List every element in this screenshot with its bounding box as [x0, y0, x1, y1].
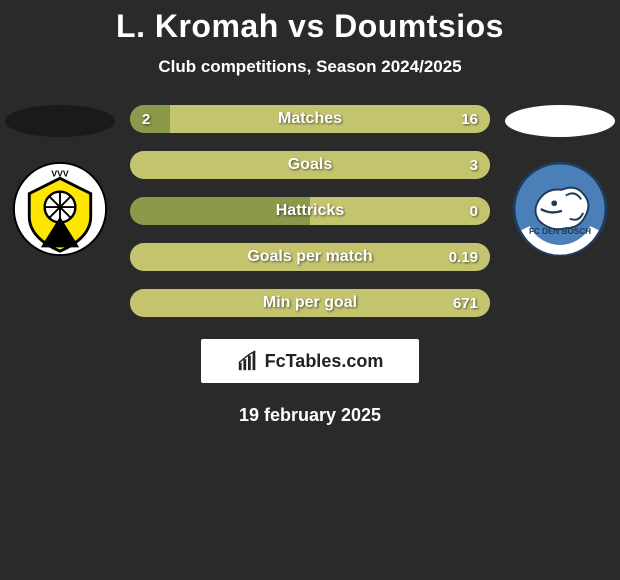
svg-text:FC DEN BOSCH: FC DEN BOSCH	[529, 227, 591, 236]
subtitle: Club competitions, Season 2024/2025	[0, 57, 620, 77]
player1-name: L. Kromah	[116, 8, 279, 44]
vs-label: vs	[288, 8, 325, 44]
stat-bar: 3Goals	[130, 151, 490, 179]
vvv-venlo-badge-icon: VVV	[12, 161, 108, 257]
stat-bar: 216Matches	[130, 105, 490, 133]
stats-bars: 216Matches 3Goals 0Hattricks 0.19Goals per …	[120, 105, 500, 335]
main-row: VVV 216Matches 3Goals 0Hattricks 0.19Goals …	[0, 105, 620, 335]
stat-label: Min per goal	[130, 289, 490, 317]
stat-bar: 0Hattricks	[130, 197, 490, 225]
page-title: L. Kromah vs Doumtsios	[0, 8, 620, 45]
svg-text:VVV: VVV	[51, 168, 69, 178]
left-platform	[5, 105, 115, 137]
stat-label: Matches	[130, 105, 490, 133]
fc-den-bosch-badge-icon: FC DEN BOSCH	[512, 161, 608, 257]
stat-label: Goals	[130, 151, 490, 179]
right-club-logo: FC DEN BOSCH	[512, 161, 608, 257]
stat-bar: 671Min per goal	[130, 289, 490, 317]
left-club-col: VVV	[0, 105, 120, 257]
right-club-col: FC DEN BOSCH	[500, 105, 620, 257]
stat-label: Goals per match	[130, 243, 490, 271]
barchart-icon	[237, 350, 259, 372]
stat-label: Hattricks	[130, 197, 490, 225]
player2-name: Doumtsios	[334, 8, 504, 44]
attribution-text: FcTables.com	[265, 351, 384, 372]
comparison-card: L. Kromah vs Doumtsios Club competitions…	[0, 0, 620, 426]
stat-bar: 0.19Goals per match	[130, 243, 490, 271]
left-club-logo: VVV	[12, 161, 108, 257]
attribution-badge: FcTables.com	[201, 339, 419, 383]
date-line: 19 february 2025	[0, 405, 620, 426]
right-platform	[505, 105, 615, 137]
